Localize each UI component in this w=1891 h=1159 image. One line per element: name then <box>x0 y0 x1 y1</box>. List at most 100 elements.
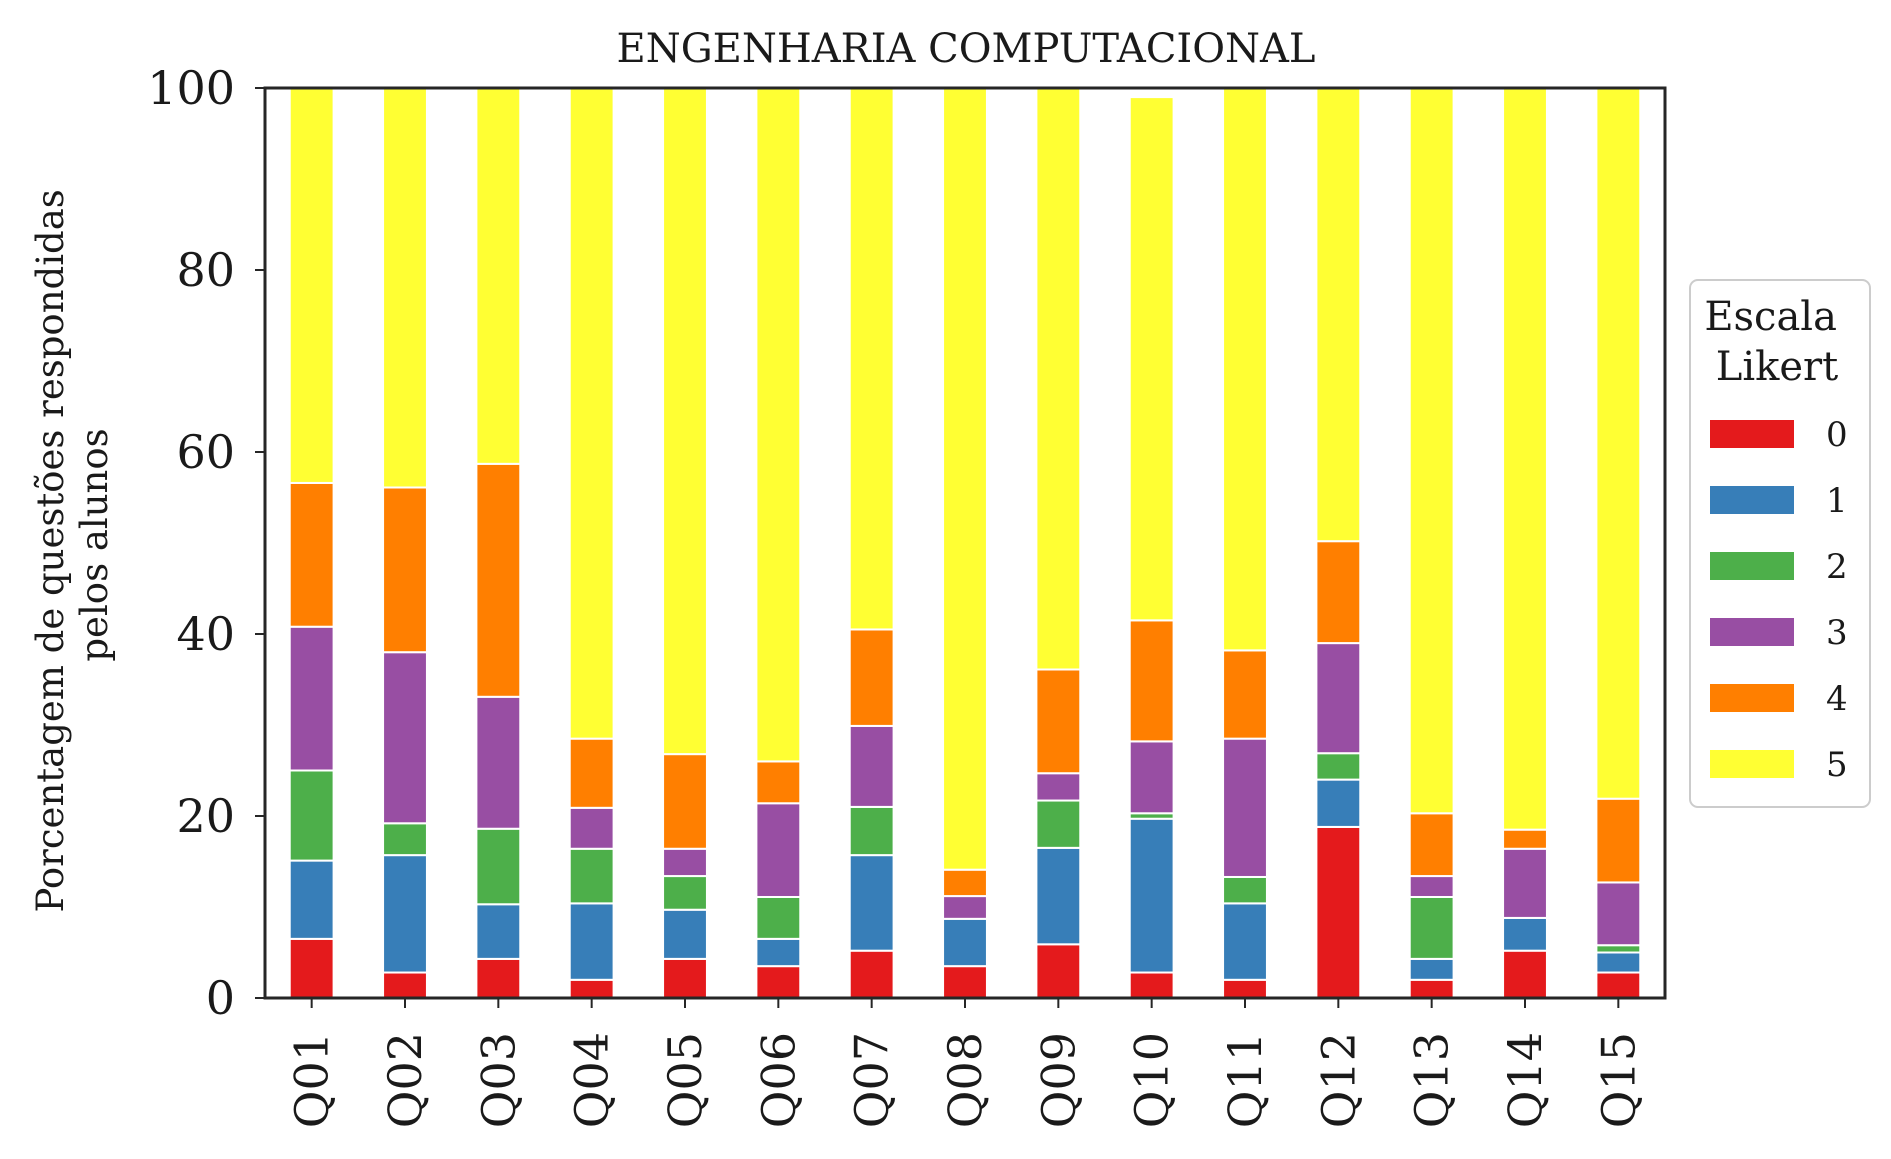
bar-q08-level-1 <box>942 917 988 968</box>
x-tick-label: Q03 <box>471 1032 525 1128</box>
bar-q08-level-0 <box>942 965 988 1000</box>
legend-label-4: 4 <box>1826 679 1848 719</box>
bar-q08-level-3 <box>942 895 988 920</box>
bar-q07-level-0 <box>848 949 895 999</box>
bar-q05-level-3 <box>662 847 708 878</box>
bar-q09-level-5 <box>1035 87 1082 671</box>
legend-label-3: 3 <box>1826 613 1848 653</box>
legend-swatch-1 <box>1710 486 1794 514</box>
x-tick-label: Q11 <box>1218 1032 1272 1128</box>
legend-label-2: 2 <box>1826 547 1848 587</box>
y-tick-label: 80 <box>176 243 235 297</box>
bar-q13-level-0 <box>1408 978 1455 999</box>
bar-q12-level-0 <box>1315 825 1362 999</box>
bar-q09-level-1 <box>1035 846 1082 946</box>
bar-q03-level-5 <box>475 87 522 465</box>
bar-q10-level-0 <box>1128 971 1175 1000</box>
bar-q14-level-5 <box>1502 87 1548 831</box>
bar-q06-level-1 <box>755 937 802 968</box>
x-tick-label: Q13 <box>1405 1032 1459 1128</box>
bar-q01-level-5 <box>288 87 335 484</box>
x-tick-label: Q09 <box>1031 1032 1085 1128</box>
legend-swatch-3 <box>1710 618 1794 646</box>
y-axis-label: Porcentagem de questões respondidas pelo… <box>29 177 116 912</box>
bar-q03-level-1 <box>475 903 522 960</box>
bar-q09-level-2 <box>1035 799 1082 849</box>
bar-q01-level-2 <box>288 769 335 862</box>
legend-box <box>1689 279 1871 808</box>
bar-q13-level-2 <box>1408 895 1455 960</box>
legend-swatch-2 <box>1710 552 1794 580</box>
bar-q12-level-4 <box>1315 540 1362 645</box>
bar-q10-level-3 <box>1128 740 1175 815</box>
bar-q03-level-3 <box>475 695 522 830</box>
bar-q12-level-3 <box>1315 642 1362 755</box>
legend-label-5: 5 <box>1826 745 1848 785</box>
bar-q02-level-0 <box>382 971 428 1000</box>
bar-q02-level-1 <box>382 854 428 974</box>
y-tick-label: 100 <box>147 61 235 115</box>
bar-q13-level-5 <box>1408 87 1455 815</box>
bar-q09-level-3 <box>1035 772 1082 802</box>
bar-q13-level-4 <box>1408 812 1455 878</box>
bar-q11-level-2 <box>1222 875 1268 905</box>
bar-q01-level-0 <box>288 937 335 999</box>
bar-q04-level-0 <box>568 978 615 999</box>
bar-q06-level-3 <box>755 802 802 898</box>
bar-q05-level-0 <box>662 957 708 999</box>
legend-swatch-5 <box>1710 750 1794 778</box>
bar-q05-level-2 <box>662 875 708 911</box>
x-tick-label: Q12 <box>1311 1032 1365 1128</box>
bar-q03-level-0 <box>475 957 522 999</box>
bar-q10-level-5 <box>1128 96 1175 622</box>
x-tick-label: Q15 <box>1591 1032 1645 1128</box>
bar-q04-level-3 <box>568 806 615 850</box>
bar-q15-level-0 <box>1595 971 1642 1000</box>
legend: Escala Likert 0 1 2 3 4 5 <box>1689 279 1871 808</box>
bar-q11-level-3 <box>1222 737 1268 878</box>
bar-q02-level-3 <box>382 651 428 825</box>
bar-q15-level-1 <box>1595 951 1642 974</box>
y-ticks: 0 20 40 60 80 100 <box>147 61 265 1025</box>
bar-q02-level-5 <box>382 87 428 489</box>
bar-q03-level-2 <box>475 827 522 906</box>
bar-q10-level-4 <box>1128 619 1175 743</box>
y-tick-label: 40 <box>176 607 235 661</box>
bar-q05-level-5 <box>662 87 708 756</box>
bar-q14-level-3 <box>1502 847 1548 919</box>
bar-q08-level-4 <box>942 868 988 898</box>
plot-frame <box>263 86 1667 1000</box>
x-tick-label: Q02 <box>378 1032 432 1128</box>
y-axis-label-line-1: Porcentagem de questões respondidas <box>29 189 72 912</box>
bar-q01-level-1 <box>288 859 335 940</box>
x-tick-label: Q06 <box>751 1032 805 1128</box>
y-tick-label: 20 <box>176 789 235 843</box>
bar-q03-level-4 <box>475 462 522 698</box>
bar-q04-level-1 <box>568 902 615 981</box>
bar-q12-level-2 <box>1315 752 1362 781</box>
legend-swatch-4 <box>1710 684 1794 712</box>
x-ticks: Q01 Q02 Q03 Q04 Q05 Q06 Q07 Q08 Q09 Q10 Q11 Q12 Q13 Q… <box>285 998 1645 1128</box>
bar-q12-level-1 <box>1315 778 1362 828</box>
bar-q02-level-4 <box>382 486 428 654</box>
bar-q11-level-1 <box>1222 902 1268 981</box>
bar-q11-level-0 <box>1222 978 1268 999</box>
bar-q07-level-1 <box>848 854 895 952</box>
x-tick-label: Q04 <box>565 1032 619 1128</box>
bar-q08-level-5 <box>942 87 988 871</box>
x-tick-label: Q14 <box>1498 1032 1552 1128</box>
bars-layer <box>288 87 1642 1000</box>
bar-q07-level-4 <box>848 628 895 727</box>
x-tick-label: Q01 <box>285 1032 339 1128</box>
legend-swatch-0 <box>1710 420 1794 448</box>
legend-label-1: 1 <box>1826 481 1848 521</box>
bar-q13-level-1 <box>1408 957 1455 981</box>
x-tick-label: Q10 <box>1125 1032 1179 1128</box>
bar-q04-level-2 <box>568 847 615 905</box>
bar-q15-level-3 <box>1595 881 1642 947</box>
bar-q12-level-5 <box>1315 87 1362 543</box>
bar-q06-level-2 <box>755 895 802 940</box>
y-axis-label-line-2: pelos alunos <box>73 428 116 661</box>
legend-label-0: 0 <box>1826 415 1848 455</box>
